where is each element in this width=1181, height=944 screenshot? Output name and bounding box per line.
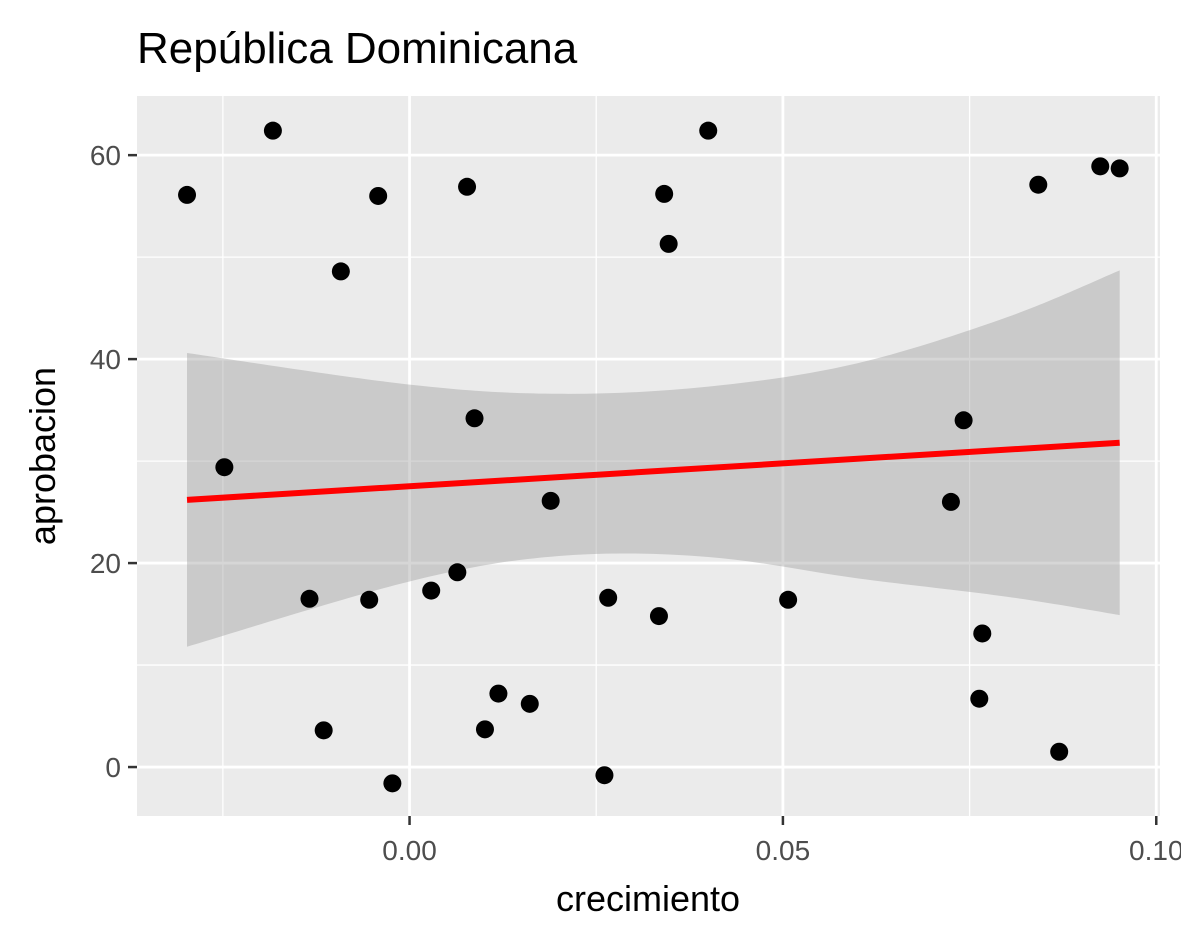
data-point: [263, 121, 282, 140]
data-point: [489, 684, 508, 703]
x-tick-label: 0.05: [756, 835, 811, 866]
data-point: [1029, 175, 1048, 194]
data-point: [520, 694, 539, 713]
data-point: [970, 689, 989, 708]
data-point: [369, 186, 388, 205]
data-point: [448, 563, 467, 582]
data-point: [973, 624, 992, 643]
data-point: [1110, 159, 1129, 178]
y-tick-label: 0: [105, 752, 121, 783]
y-tick-label: 40: [90, 344, 121, 375]
data-point: [1091, 157, 1110, 176]
data-point: [300, 589, 319, 608]
data-point: [465, 409, 484, 428]
data-point: [475, 720, 494, 739]
data-point: [541, 491, 560, 510]
x-tick-label: 0.10: [1129, 835, 1181, 866]
data-point: [954, 411, 973, 430]
data-point: [699, 121, 718, 140]
minor-gridlines: [137, 96, 1160, 816]
data-point: [649, 607, 668, 626]
data-point: [360, 590, 379, 609]
data-point: [599, 588, 618, 607]
data-point: [458, 177, 477, 196]
x-axis: 0.00 0.05 0.10: [382, 816, 1181, 866]
x-tick-label: 0.00: [382, 835, 437, 866]
confidence-band-layer: [187, 270, 1120, 647]
data-point: [331, 262, 350, 281]
data-point: [779, 590, 798, 609]
y-axis: 0 20 40 60: [90, 140, 137, 783]
regression-line: [186, 439, 1120, 503]
data-point: [314, 721, 333, 740]
data-point: [383, 774, 402, 793]
data-point: [941, 492, 960, 511]
data-points: [178, 121, 1129, 793]
data-point: [215, 458, 234, 477]
chart-title: República Dominicana: [137, 24, 578, 73]
x-axis-title: crecimiento: [556, 878, 740, 919]
data-point: [655, 184, 674, 203]
major-gridlines: [137, 96, 1160, 816]
data-point: [659, 234, 678, 253]
confidence-band: [187, 270, 1120, 647]
data-point: [422, 581, 441, 600]
plot-panel: [137, 96, 1160, 816]
regression-line-layer: [186, 439, 1120, 503]
y-tick-label: 20: [90, 548, 121, 579]
data-point: [178, 185, 197, 204]
y-axis-title: aprobacion: [22, 367, 63, 545]
data-point: [595, 766, 614, 785]
y-tick-label: 60: [90, 140, 121, 171]
data-point: [1050, 742, 1069, 761]
